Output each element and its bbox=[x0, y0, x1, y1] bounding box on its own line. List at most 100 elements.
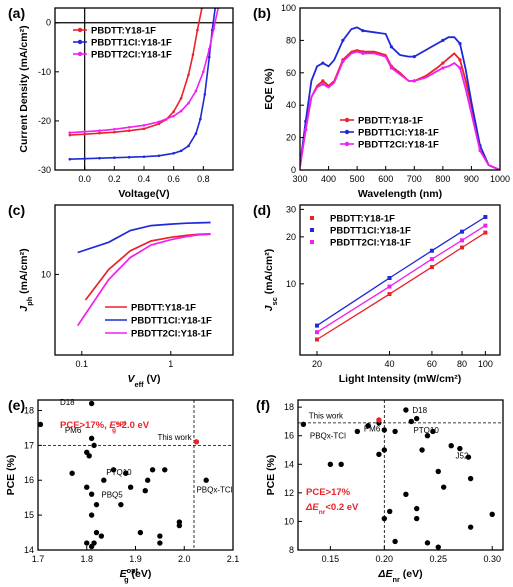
data-point bbox=[68, 131, 72, 134]
legend-label: PBDTT1Cl:Y18-1F bbox=[131, 316, 212, 327]
data-point bbox=[387, 292, 392, 297]
data-point bbox=[84, 484, 90, 490]
data-point bbox=[88, 543, 95, 550]
data-point bbox=[441, 61, 445, 65]
panel-label: (c) bbox=[8, 202, 25, 218]
data-point bbox=[424, 540, 431, 546]
data-point bbox=[172, 110, 175, 113]
legend-marker bbox=[310, 216, 314, 220]
data-point bbox=[93, 501, 100, 508]
this-work-point bbox=[193, 439, 200, 445]
series-line bbox=[300, 26, 500, 170]
data-point bbox=[441, 66, 445, 70]
legend-marker bbox=[344, 117, 350, 123]
panel-d: PBDTT:Y18-1FPBDTT1Cl:Y18-1FPBDTT2Cl:Y18-… bbox=[253, 202, 501, 385]
panel-label: (b) bbox=[253, 5, 271, 21]
data-point bbox=[179, 149, 183, 153]
data-point bbox=[142, 155, 146, 159]
x-tick-label: 0.0 bbox=[78, 174, 91, 184]
data-point bbox=[489, 511, 495, 517]
plot-area bbox=[38, 400, 233, 550]
data-point bbox=[460, 238, 465, 243]
data-point bbox=[101, 477, 107, 483]
y-tick-label: 30 bbox=[286, 204, 296, 214]
data-point bbox=[315, 323, 320, 328]
data-point bbox=[403, 407, 409, 413]
x-tick-label: 0.6 bbox=[167, 174, 180, 184]
point-annotation: D18 bbox=[412, 406, 427, 415]
data-point bbox=[83, 130, 86, 134]
legend-label: PBDTT:Y18-1F bbox=[358, 116, 423, 127]
x-tick-label: 0.4 bbox=[138, 174, 151, 184]
legend-marker bbox=[344, 141, 350, 147]
y-tick-label: 20 bbox=[286, 133, 296, 143]
data-point bbox=[118, 501, 124, 508]
data-point bbox=[419, 447, 425, 453]
data-point bbox=[457, 445, 463, 452]
legend-label: PBDTT2Cl:Y18-1F bbox=[330, 238, 411, 249]
y-tick-label: 14 bbox=[284, 459, 294, 469]
plot-frame bbox=[299, 204, 501, 356]
data-point bbox=[157, 540, 163, 546]
data-point bbox=[84, 540, 90, 546]
legend-label: PBDTT2Cl:Y18-1F bbox=[91, 50, 172, 61]
data-point bbox=[88, 400, 95, 407]
x-tick-label: 0.15 bbox=[322, 554, 340, 564]
this-work-point bbox=[376, 417, 382, 423]
data-point bbox=[387, 508, 393, 515]
data-point bbox=[68, 157, 72, 161]
data-point bbox=[157, 154, 161, 158]
x-tick-label: 600 bbox=[378, 174, 393, 184]
data-point bbox=[203, 477, 209, 483]
data-point bbox=[157, 120, 161, 124]
data-point bbox=[441, 38, 445, 43]
x-tick-label: 1 bbox=[168, 359, 173, 369]
data-point bbox=[98, 156, 101, 160]
plot-frame bbox=[299, 7, 501, 171]
data-point bbox=[458, 66, 462, 70]
data-point bbox=[412, 55, 416, 59]
y-tick-label: 16 bbox=[284, 431, 294, 441]
data-point bbox=[458, 42, 462, 46]
series-line bbox=[77, 221, 211, 254]
data-point bbox=[202, 70, 205, 74]
data-point bbox=[68, 133, 72, 137]
data-point bbox=[448, 443, 454, 449]
data-point bbox=[387, 275, 392, 280]
data-point bbox=[467, 475, 474, 482]
legend-label: PBDTT:Y18-1F bbox=[330, 214, 395, 225]
y-axis-label: PCE (%) bbox=[265, 455, 277, 496]
data-point bbox=[91, 442, 97, 449]
data-point bbox=[341, 59, 345, 64]
y-tick-label: 18 bbox=[284, 402, 294, 412]
data-point bbox=[88, 491, 95, 497]
data-point bbox=[440, 484, 447, 490]
data-point bbox=[429, 265, 434, 270]
panel-f: This work D18 PM6 PTQ10 PBQx-TCl J52 PCE>17% ΔE… bbox=[256, 397, 504, 584]
point-annotation: PTQ10 bbox=[106, 468, 132, 477]
x-tick-label: 2.1 bbox=[227, 554, 240, 564]
data-point bbox=[172, 114, 175, 118]
panel-c: PBDTT:Y18-1F PBDTT1Cl:Y18-1F PBDTT2Cl:Y18-… bbox=[8, 202, 234, 389]
y-tick-label: 15 bbox=[24, 510, 34, 520]
legend-label: PBDTT:Y18-1F bbox=[91, 26, 156, 37]
data-point bbox=[321, 79, 325, 83]
data-point bbox=[191, 53, 195, 56]
y-tick-label: 10 bbox=[284, 516, 294, 526]
data-point bbox=[142, 127, 146, 131]
data-point bbox=[113, 156, 116, 160]
x-tick-label: 300 bbox=[292, 174, 307, 184]
panel-b: PBDTT:Y18-1FPBDTT1Cl:Y18-1FPBDTT2Cl:Y18-… bbox=[253, 3, 510, 200]
x-tick-label: 0.8 bbox=[197, 174, 210, 184]
y-tick-label: 80 bbox=[286, 35, 296, 45]
y-axis-label: Current Density (mA/cm²) bbox=[18, 25, 30, 152]
data-point bbox=[83, 157, 86, 161]
point-annotation: This work bbox=[309, 412, 344, 421]
data-point bbox=[460, 229, 465, 234]
y-tick-label: 10 bbox=[41, 269, 51, 279]
data-point bbox=[403, 491, 409, 497]
data-point bbox=[483, 223, 488, 228]
legend-marker bbox=[344, 129, 350, 135]
data-point bbox=[142, 124, 146, 127]
